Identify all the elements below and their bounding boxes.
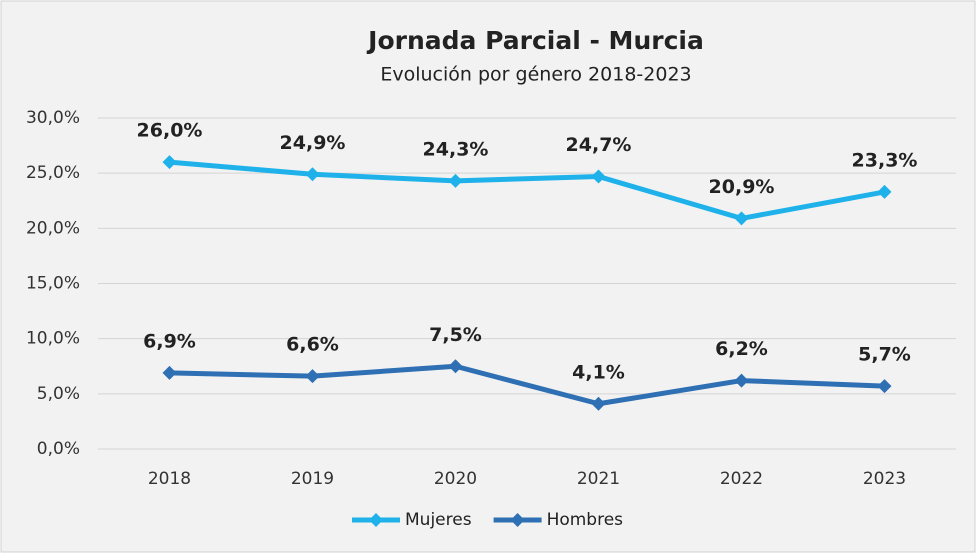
data-label: 6,6% — [286, 334, 339, 356]
marker — [591, 169, 606, 184]
data-label: 7,5% — [429, 324, 482, 346]
marker — [734, 373, 749, 388]
marker — [448, 173, 463, 188]
marker — [305, 369, 320, 384]
data-label: 4,1% — [572, 361, 625, 383]
y-tick-label: 15,0% — [26, 274, 80, 294]
data-label: 26,0% — [137, 120, 203, 142]
marker — [877, 379, 892, 394]
data-label: 24,7% — [566, 134, 632, 156]
x-tick-label: 2023 — [863, 469, 906, 489]
data-label: 6,2% — [715, 338, 768, 360]
y-tick-label: 20,0% — [26, 218, 80, 238]
marker — [162, 155, 177, 170]
y-tick-label: 30,0% — [26, 108, 80, 128]
x-tick-label: 2018 — [148, 469, 191, 489]
legend-marker — [510, 513, 525, 527]
x-tick-label: 2020 — [434, 469, 477, 489]
legend-label: Hombres — [547, 510, 624, 530]
y-tick-label: 0,0% — [37, 439, 80, 459]
data-label: 20,9% — [709, 176, 775, 198]
data-label: 23,3% — [852, 149, 918, 171]
marker — [305, 167, 320, 182]
y-tick-label: 25,0% — [26, 163, 80, 183]
series-line — [169, 159, 885, 221]
y-tick-label: 10,0% — [26, 329, 80, 349]
marker — [734, 211, 749, 226]
legend-label: Mujeres — [405, 510, 472, 530]
x-tick-label: 2022 — [720, 469, 763, 489]
marker — [877, 184, 892, 199]
data-label: 6,9% — [143, 330, 196, 352]
series-line — [169, 363, 885, 407]
marker — [162, 365, 177, 380]
data-label: 24,3% — [423, 138, 489, 160]
chart-subtitle: Evolución por género 2018-2023 — [380, 64, 691, 86]
data-label: 5,7% — [858, 344, 911, 366]
y-tick-label: 5,0% — [37, 384, 80, 404]
data-label: 24,9% — [280, 132, 346, 154]
legend-marker — [369, 513, 383, 527]
marker — [591, 396, 606, 411]
chart-title: Jornada Parcial - Murcia — [366, 26, 704, 55]
x-tick-label: 2019 — [291, 469, 334, 489]
marker — [448, 359, 463, 374]
x-tick-label: 2021 — [577, 469, 620, 489]
